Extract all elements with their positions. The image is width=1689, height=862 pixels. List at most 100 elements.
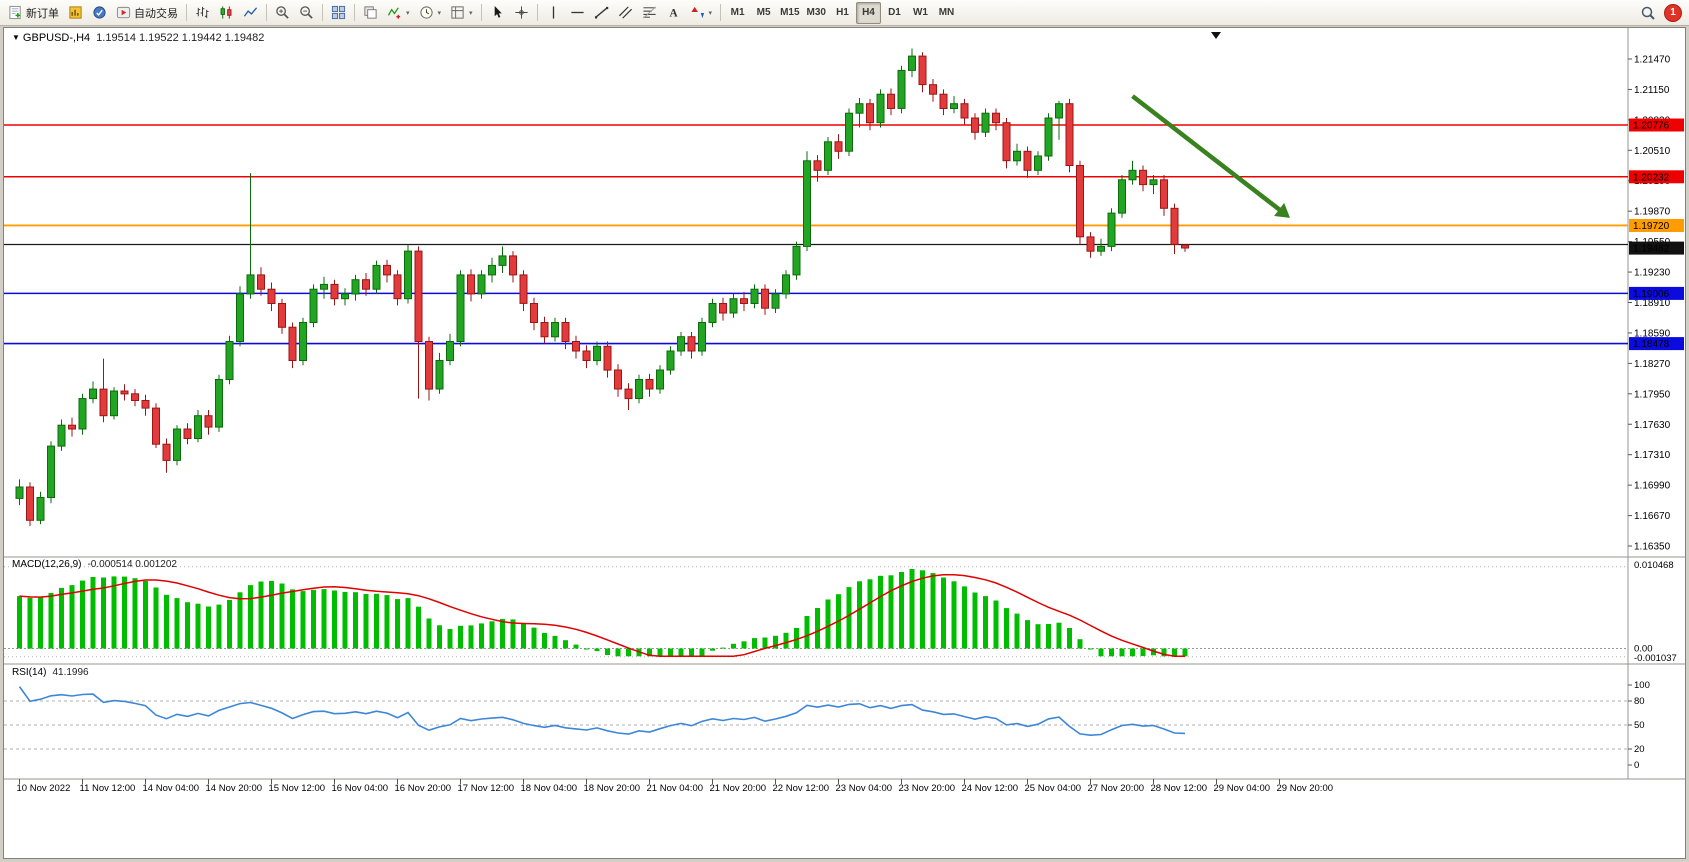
zoom-out-button[interactable] [295, 2, 318, 24]
bar-chart-mode-button[interactable] [191, 2, 214, 24]
timeframe-group: M1 M5 M15 M30 H1 H4 D1 W1 MN [725, 1, 959, 24]
chart-window: ▼ GBPUSD-,H4 1.19514 1.19522 1.19442 1.194… [3, 27, 1686, 859]
timeframe-d1-button[interactable]: D1 [882, 2, 907, 24]
rsi-axis-label: 100 [1634, 680, 1650, 691]
timeframe-m15-button[interactable]: M15 [777, 2, 802, 24]
cursor-icon [490, 5, 505, 20]
trend-arrow[interactable] [1131, 94, 1285, 215]
dropdown-arrow-icon: ▾ [406, 9, 410, 17]
price-chart[interactable]: 1.214701.211501.208301.205101.201901.198… [4, 28, 1685, 858]
rsi-axis-label: 80 [1634, 696, 1645, 707]
rsi-panel-label: RSI(14) 41.1996 [12, 667, 89, 678]
cascade-windows-button[interactable] [359, 2, 382, 24]
search-button[interactable] [1636, 2, 1660, 24]
time-axis-label: 10 Nov 2022 [17, 783, 71, 794]
price-tag: 1.20232 [1629, 170, 1684, 184]
timeframe-h1-button[interactable]: H1 [830, 2, 855, 24]
zoom-in-button[interactable] [271, 2, 294, 24]
svg-text:1.20232: 1.20232 [1633, 172, 1670, 183]
trendline-icon [594, 5, 609, 20]
toolbar: 新订单 自动交易 [0, 0, 1689, 26]
price-axis-label: 1.16670 [1634, 511, 1671, 522]
time-axis-label: 16 Nov 20:00 [395, 783, 452, 794]
time-axis-label: 17 Nov 12:00 [458, 783, 515, 794]
arrows-tool-button[interactable]: ▾ [686, 2, 717, 24]
svg-text:1.19482: 1.19482 [1633, 244, 1670, 255]
toolbar-separator [322, 4, 323, 21]
price-axis-label: 1.18270 [1634, 359, 1671, 370]
macd-histogram [17, 569, 1188, 657]
price-axis-label: 1.20510 [1634, 146, 1671, 157]
new-order-button[interactable]: 新订单 [4, 2, 63, 24]
candles-series [15, 48, 1189, 526]
time-axis-label: 14 Nov 20:00 [206, 783, 263, 794]
crosshair-icon [514, 5, 529, 20]
price-tag: 1.19006 [1629, 286, 1684, 300]
toolbar-separator [720, 4, 722, 21]
time-axis-label: 21 Nov 04:00 [647, 783, 704, 794]
text-tool-button[interactable]: A [662, 2, 685, 24]
periods-button[interactable]: ▾ [415, 2, 446, 24]
market-watch-button[interactable] [64, 2, 87, 24]
trend-arrow-head [1274, 202, 1290, 218]
timeframe-m30-button[interactable]: M30 [804, 2, 829, 24]
time-axis-label: 11 Nov 12:00 [80, 783, 136, 794]
timeframe-m1-button[interactable]: M1 [725, 2, 750, 24]
navigator-icon [92, 5, 107, 20]
price-axis-label: 1.16350 [1634, 542, 1671, 553]
fibonacci-tool-button[interactable] [638, 2, 661, 24]
time-axis-label: 23 Nov 20:00 [899, 783, 956, 794]
rsi-name: RSI(14) [12, 667, 47, 678]
market-watch-icon [68, 5, 83, 20]
timeframe-m5-button[interactable]: M5 [751, 2, 776, 24]
timeframe-w1-button[interactable]: W1 [908, 2, 933, 24]
auto-trading-button[interactable]: 自动交易 [112, 2, 182, 24]
time-axis-label: 27 Nov 20:00 [1088, 783, 1145, 794]
time-axis-label: 24 Nov 12:00 [962, 783, 1019, 794]
rsi-axis-label: 20 [1634, 744, 1645, 755]
price-tag: 1.18478 [1629, 337, 1684, 351]
notification-badge[interactable]: 1 [1664, 3, 1682, 22]
horizontal-line-tool-button[interactable] [566, 2, 589, 24]
macd-name: MACD(12,26,9) [12, 559, 82, 570]
time-axis-label: 18 Nov 04:00 [521, 783, 578, 794]
price-axis-label: 1.18910 [1634, 298, 1671, 309]
search-icon [1640, 5, 1656, 21]
cursor-button[interactable] [486, 2, 509, 24]
price-axis-label: 1.19870 [1634, 207, 1671, 218]
navigator-button[interactable] [88, 2, 111, 24]
chart-shift-marker[interactable] [1211, 32, 1221, 39]
line-chart-icon [243, 5, 258, 20]
timeframe-mn-button[interactable]: MN [934, 2, 959, 24]
templates-icon [450, 5, 465, 20]
price-tag: 1.19720 [1629, 219, 1684, 232]
line-chart-mode-button[interactable] [239, 2, 262, 24]
timeframe-h4-button[interactable]: H4 [855, 1, 881, 24]
tile-windows-button[interactable] [327, 2, 350, 24]
indicators-button[interactable]: ▾ [383, 2, 414, 24]
candlestick-mode-button[interactable] [215, 2, 238, 24]
candlestick-icon [219, 5, 234, 20]
time-axis-label: 18 Nov 20:00 [584, 783, 641, 794]
time-axis-label: 15 Nov 12:00 [269, 783, 326, 794]
macd-axis-max: 0.010468 [1634, 560, 1674, 571]
channel-icon [618, 5, 633, 20]
vertical-line-icon [546, 5, 561, 20]
crosshair-button[interactable] [510, 2, 533, 24]
vertical-line-tool-button[interactable] [542, 2, 565, 24]
rsi-line [18, 686, 1186, 737]
toolbar-separator [266, 4, 267, 21]
time-axis-label: 29 Nov 20:00 [1277, 783, 1334, 794]
templates-button[interactable]: ▾ [446, 2, 477, 24]
time-axis-label: 25 Nov 04:00 [1025, 783, 1082, 794]
time-axis-label: 23 Nov 04:00 [836, 783, 893, 794]
indicators-icon [387, 5, 402, 20]
macd-axis-zero: 0.00 [1634, 644, 1653, 655]
new-order-label: 新订单 [26, 7, 59, 20]
bar-chart-icon [195, 5, 210, 20]
channel-tool-button[interactable] [614, 2, 637, 24]
svg-text:1.19006: 1.19006 [1633, 289, 1670, 300]
symbol-collapse-triangle-icon[interactable]: ▼ [12, 33, 20, 42]
trendline-tool-button[interactable] [590, 2, 613, 24]
time-axis-label: 14 Nov 04:00 [143, 783, 200, 794]
